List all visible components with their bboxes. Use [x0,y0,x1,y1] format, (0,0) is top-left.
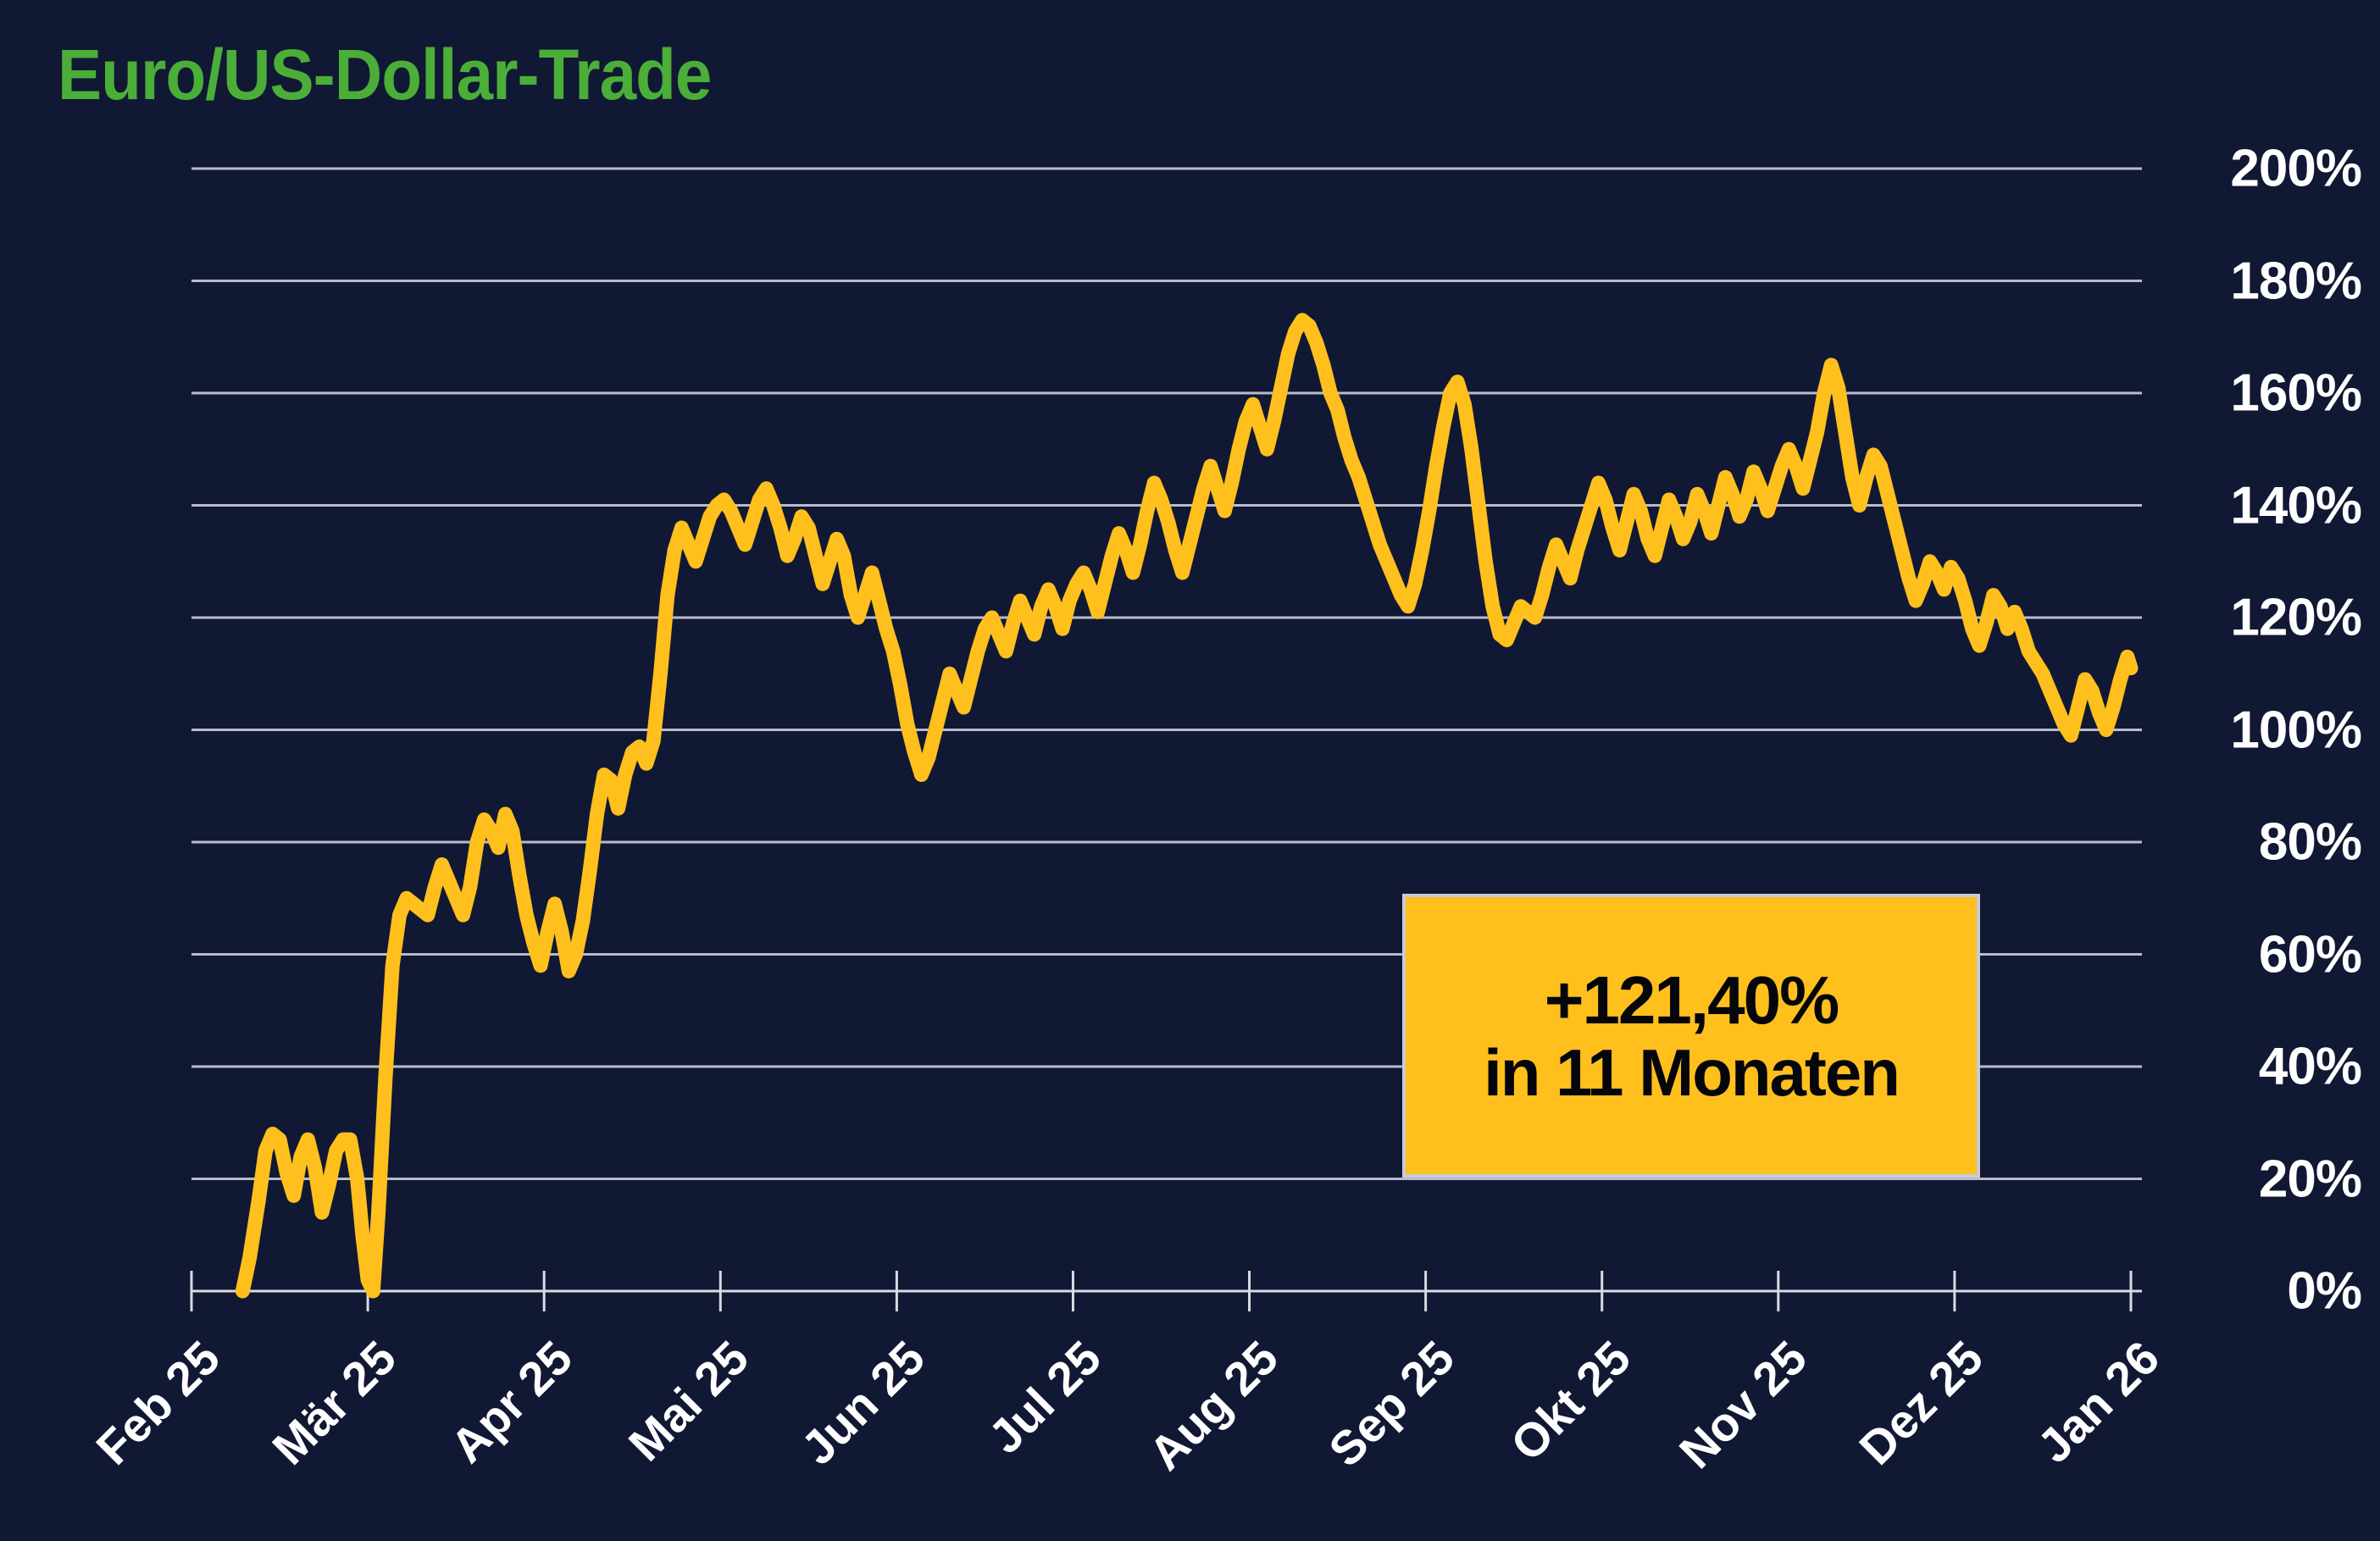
y-tick-label: 160% [2230,363,2362,423]
y-tick-label: 20% [2258,1150,2362,1208]
series-line [235,313,2139,1299]
y-tick-label: 180% [2230,252,2362,310]
callout-duration: in 11 Monaten [1484,1034,1900,1110]
page-title: Euro/US-Dollar-Trade [58,35,712,114]
performance-callout: +121,40% in 11 Monaten [1402,894,1980,1178]
y-tick-label: 80% [2258,812,2362,872]
y-tick-label: 0% [2287,1261,2362,1321]
y-tick-label: 200% [2230,139,2362,198]
y-tick-label: 140% [2230,476,2362,535]
y-tick-label: 120% [2230,588,2362,647]
x-axis [190,1271,2142,1311]
gridlines [191,167,2142,1180]
data-series [235,313,2139,1299]
y-tick-label: 60% [2258,925,2362,984]
y-tick-label: 40% [2258,1037,2362,1096]
y-tick-label: 100% [2230,701,2362,759]
callout-percent: +121,40% [1544,962,1840,1038]
